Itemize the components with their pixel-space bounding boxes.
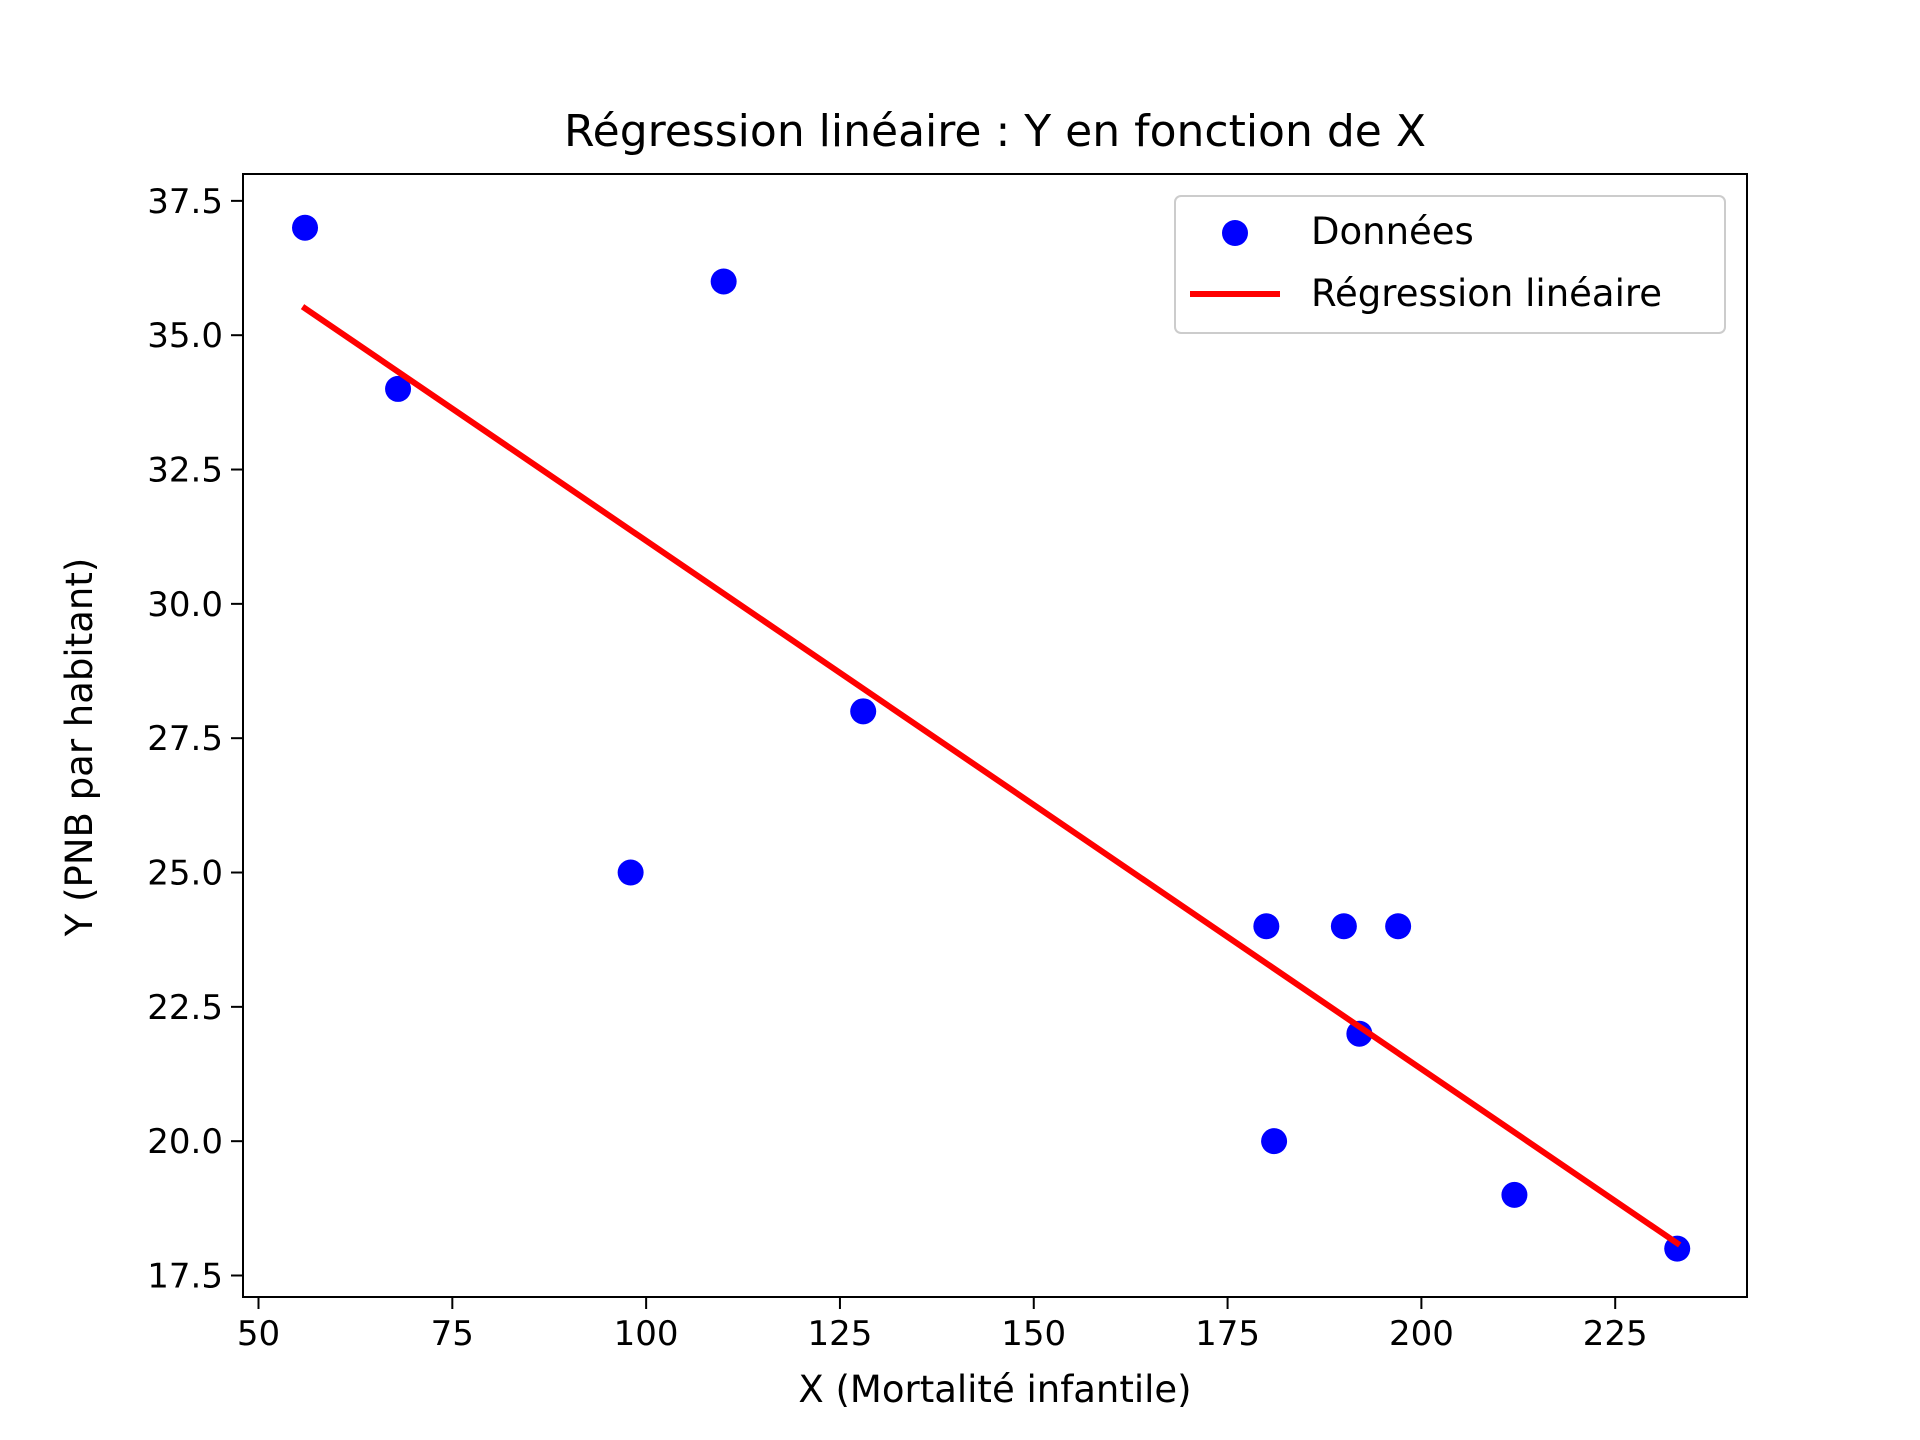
x-axis-ticks: 50 75 100 125 150 175 200 225 bbox=[237, 1297, 1648, 1354]
data-point bbox=[617, 859, 644, 886]
y-tick-label: 27.5 bbox=[147, 719, 223, 759]
legend-label-regression: Régression linéaire bbox=[1311, 272, 1662, 315]
legend: Données Régression linéaire bbox=[1174, 195, 1726, 334]
legend-label-donnees: Données bbox=[1311, 210, 1474, 253]
x-tick-label: 100 bbox=[614, 1314, 679, 1354]
data-point bbox=[1346, 1020, 1373, 1047]
plot-frame bbox=[242, 173, 1748, 1298]
x-tick-label: 225 bbox=[1583, 1314, 1648, 1354]
x-tick-label: 50 bbox=[237, 1314, 280, 1354]
y-tick-label: 20.0 bbox=[147, 1122, 223, 1162]
y-tick-label: 17.5 bbox=[147, 1257, 223, 1297]
y-axis-ticks: 17.5 20.0 22.5 25.0 27.5 30.0 32.5 35.0 37.5 bbox=[147, 182, 243, 1297]
y-tick-label: 22.5 bbox=[147, 988, 223, 1028]
y-tick-label: 35.0 bbox=[147, 316, 223, 356]
legend-marker-donnees bbox=[1222, 220, 1248, 246]
data-point bbox=[1253, 913, 1280, 940]
chart-title: Régression linéaire : Y en fonction de X bbox=[564, 106, 1426, 157]
y-tick-label: 37.5 bbox=[147, 182, 223, 222]
data-point bbox=[1501, 1181, 1528, 1208]
x-axis-label: X (Mortalité infantile) bbox=[798, 1368, 1191, 1411]
regression-line bbox=[300, 304, 1682, 1248]
data-point bbox=[1261, 1128, 1288, 1155]
data-point bbox=[850, 698, 877, 725]
data-point bbox=[385, 375, 412, 402]
x-tick-label: 150 bbox=[1001, 1314, 1066, 1354]
y-axis-label-group: Y (PNB par habitant) bbox=[58, 558, 101, 938]
x-tick-label: 200 bbox=[1389, 1314, 1454, 1354]
y-tick-label: 25.0 bbox=[147, 854, 223, 894]
data-point bbox=[1330, 913, 1357, 940]
x-tick-label: 125 bbox=[807, 1314, 872, 1354]
x-tick-label: 175 bbox=[1195, 1314, 1260, 1354]
x-tick-label: 75 bbox=[431, 1314, 474, 1354]
y-tick-label: 32.5 bbox=[147, 451, 223, 491]
legend-box bbox=[1174, 195, 1726, 334]
y-tick-label: 30.0 bbox=[147, 585, 223, 625]
data-point bbox=[292, 214, 319, 241]
plot-area bbox=[292, 214, 1691, 1262]
data-point bbox=[1385, 913, 1412, 940]
y-axis-label: Y (PNB par habitant) bbox=[58, 558, 101, 938]
data-point bbox=[710, 268, 737, 295]
